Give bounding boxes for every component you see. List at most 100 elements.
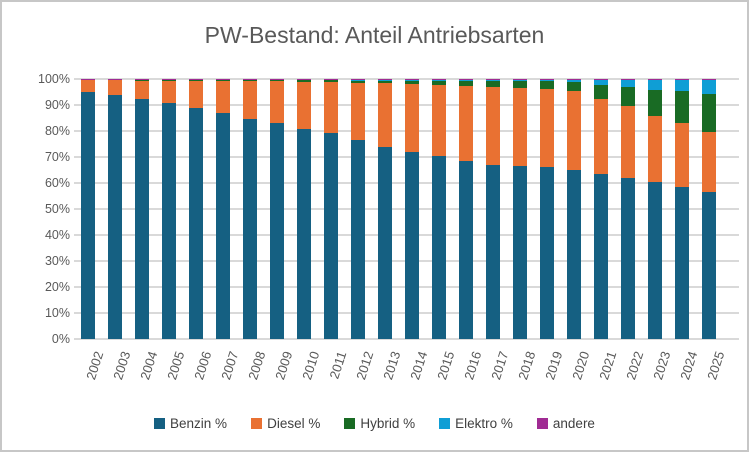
x-tick-label-2019: 2019 (542, 349, 566, 382)
bar-segment-andere-2013 (378, 79, 392, 80)
bar-segment-benzin-2011 (324, 133, 338, 339)
bar-segment-andere-2005 (162, 79, 176, 80)
bar-segment-benzin-2023 (648, 182, 662, 339)
bar-segment-hybrid-2021 (594, 84, 608, 100)
bar-segment-andere-2022 (621, 79, 635, 80)
bar-segment-benzin-2019 (540, 167, 554, 339)
bar-segment-andere-2010 (297, 79, 311, 80)
bar-segment-benzin-2004 (135, 99, 149, 339)
bar-segment-benzin-2021 (594, 173, 608, 339)
bar-segment-diesel-2015 (432, 84, 446, 157)
bar-segment-andere-2024 (675, 79, 689, 80)
bar-segment-diesel-2004 (135, 80, 149, 100)
legend-label: Diesel % (267, 416, 321, 431)
x-tick-label-2015: 2015 (434, 349, 458, 382)
bar-segment-hybrid-2014 (405, 80, 419, 85)
bar-segment-andere-2009 (270, 79, 284, 80)
bar-segment-andere-2021 (594, 79, 608, 80)
legend-swatch-icon (439, 418, 451, 429)
bar-segment-elektro-2022 (621, 79, 635, 88)
bar-segment-andere-2002 (81, 79, 95, 80)
bar-segment-hybrid-2007 (216, 79, 230, 81)
bar-segment-benzin-2007 (216, 113, 230, 339)
bar-segment-diesel-2025 (702, 131, 716, 193)
bar-segment-andere-2007 (216, 79, 230, 80)
bar-segment-elektro-2017 (486, 79, 500, 81)
bar-segment-hybrid-2013 (378, 80, 392, 84)
bar-segment-hybrid-2011 (324, 79, 338, 83)
x-tick-label-2017: 2017 (488, 349, 512, 382)
legend-label: Benzin % (170, 416, 228, 431)
bar-segment-andere-2015 (432, 79, 446, 80)
legend-swatch-icon (344, 418, 356, 429)
legend-label: andere (552, 416, 595, 431)
x-tick-label-2014: 2014 (407, 349, 431, 382)
gridline (74, 338, 739, 340)
x-tick-label-2007: 2007 (218, 349, 242, 382)
bar-segment-elektro-2012 (351, 79, 365, 81)
bar-segment-benzin-2002 (81, 92, 95, 339)
y-tick-label: 20% (44, 280, 70, 294)
legend-item-benzin: Benzin % (154, 416, 227, 431)
bar-segment-benzin-2022 (621, 177, 635, 339)
bar-segment-elektro-2021 (594, 79, 608, 85)
bar-segment-benzin-2016 (459, 160, 473, 339)
y-tick-label: 10% (44, 306, 70, 320)
bar-segment-diesel-2014 (405, 84, 419, 152)
bar-segment-diesel-2008 (243, 81, 257, 119)
bar-segment-elektro-2020 (567, 79, 581, 83)
bar-segment-benzin-2018 (513, 165, 527, 339)
x-tick-label-2021: 2021 (596, 349, 620, 382)
bar-segment-andere-2006 (189, 79, 203, 80)
legend-label: Elektro % (455, 416, 513, 431)
legend-item-hybrid: Hybrid % (344, 416, 415, 431)
y-tick-label: 40% (44, 228, 70, 242)
bar-segment-diesel-2019 (540, 89, 554, 168)
bar-segment-hybrid-2019 (540, 81, 554, 90)
bar-segment-andere-2008 (243, 79, 257, 80)
x-tick-label-2005: 2005 (164, 349, 188, 382)
bar-segment-hybrid-2006 (189, 79, 203, 81)
bar-segment-elektro-2025 (702, 79, 716, 95)
legend-item-diesel: Diesel % (251, 416, 320, 431)
bar-segment-diesel-2017 (486, 87, 500, 165)
chart-title: PW-Bestand: Anteil Antriebsarten (204, 22, 545, 48)
bar-segment-elektro-2014 (405, 79, 419, 81)
bar-segment-diesel-2024 (675, 123, 689, 188)
bar-segment-hybrid-2004 (135, 79, 149, 81)
x-tick-label-2023: 2023 (650, 349, 674, 382)
x-tick-label-2006: 2006 (191, 349, 215, 382)
bar-segment-elektro-2019 (540, 79, 554, 82)
y-tick-label: 90% (44, 98, 70, 112)
bar-segment-diesel-2022 (621, 106, 635, 178)
bar-segment-diesel-2021 (594, 99, 608, 174)
bar-segment-diesel-2020 (567, 91, 581, 170)
x-tick-label-2024: 2024 (677, 349, 701, 382)
bar-segment-andere-2019 (540, 79, 554, 80)
x-tick-label-2025: 2025 (704, 349, 728, 382)
bar-segment-elektro-2015 (432, 79, 446, 81)
bar-segment-diesel-2018 (513, 88, 527, 166)
x-tick-label-2018: 2018 (515, 349, 539, 382)
x-tick-label-2016: 2016 (461, 349, 485, 382)
bar-segment-andere-2020 (567, 79, 581, 80)
bar-segment-elektro-2018 (513, 79, 527, 82)
x-tick-label-2004: 2004 (137, 349, 161, 382)
y-tick-label: 100% (38, 72, 70, 86)
bar-segment-andere-2011 (324, 79, 338, 80)
bar-segment-andere-2003 (108, 79, 122, 80)
bar-segment-benzin-2012 (351, 140, 365, 339)
bar-segment-hybrid-2016 (459, 80, 473, 86)
bar-segment-diesel-2006 (189, 80, 203, 108)
y-tick-label: 50% (44, 202, 70, 216)
x-tick-label-2011: 2011 (326, 349, 350, 381)
bar-segment-benzin-2008 (243, 118, 257, 339)
bar-segment-andere-2025 (702, 79, 716, 80)
bar-segment-andere-2014 (405, 79, 419, 80)
bar-segment-hybrid-2012 (351, 80, 365, 83)
x-tick-label-2003: 2003 (110, 349, 134, 382)
bar-segment-elektro-2013 (378, 79, 392, 81)
x-tick-label-2009: 2009 (272, 349, 296, 382)
legend-item-elektro: Elektro % (439, 416, 513, 431)
